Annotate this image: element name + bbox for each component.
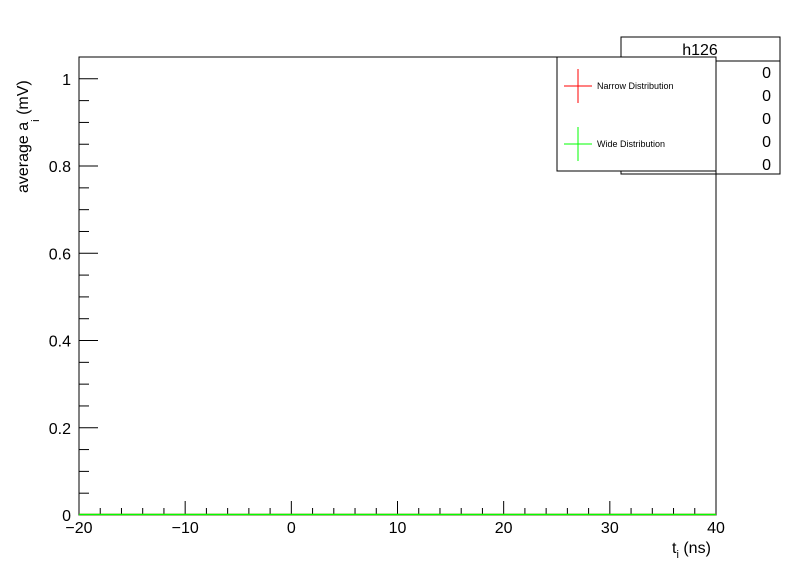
stats-box-title: h126 xyxy=(682,42,718,59)
y-tick-label: 0.6 xyxy=(49,246,71,263)
x-tick-label: 10 xyxy=(389,520,407,537)
x-tick-label: 40 xyxy=(707,520,725,537)
stats-value: 0 xyxy=(762,65,771,82)
x-tick-label: −20 xyxy=(65,520,92,537)
y-axis-title: average ai (mV) xyxy=(15,80,42,193)
y-tick-label: 1 xyxy=(62,72,71,89)
legend-label: Narrow Distribution xyxy=(597,81,674,91)
x-tick-label: 30 xyxy=(601,520,619,537)
x-tick-label: 0 xyxy=(287,520,296,537)
x-axis-title: ti (ns) xyxy=(672,540,711,561)
legend-label: Wide Distribution xyxy=(597,139,665,149)
stats-value: 0 xyxy=(762,88,771,105)
x-tick-label: 20 xyxy=(495,520,513,537)
stats-value: 0 xyxy=(762,111,771,128)
x-tick-label: −10 xyxy=(172,520,199,537)
y-axis: 0 0.2 0.4 0.6 0.8 1 xyxy=(49,56,98,525)
legend-frame xyxy=(556,56,717,172)
y-tick-label: 0.2 xyxy=(49,421,71,438)
legend: Narrow Distribution Wide Distribution xyxy=(556,56,717,172)
stats-value: 0 xyxy=(762,157,771,174)
stats-value: 0 xyxy=(762,134,771,151)
y-tick-label: 0 xyxy=(62,508,71,525)
x-axis: −20 −10 0 10 20 30 40 xyxy=(65,501,725,537)
y-tick-label: 0.4 xyxy=(49,334,71,351)
y-tick-label: 0.8 xyxy=(49,159,71,176)
